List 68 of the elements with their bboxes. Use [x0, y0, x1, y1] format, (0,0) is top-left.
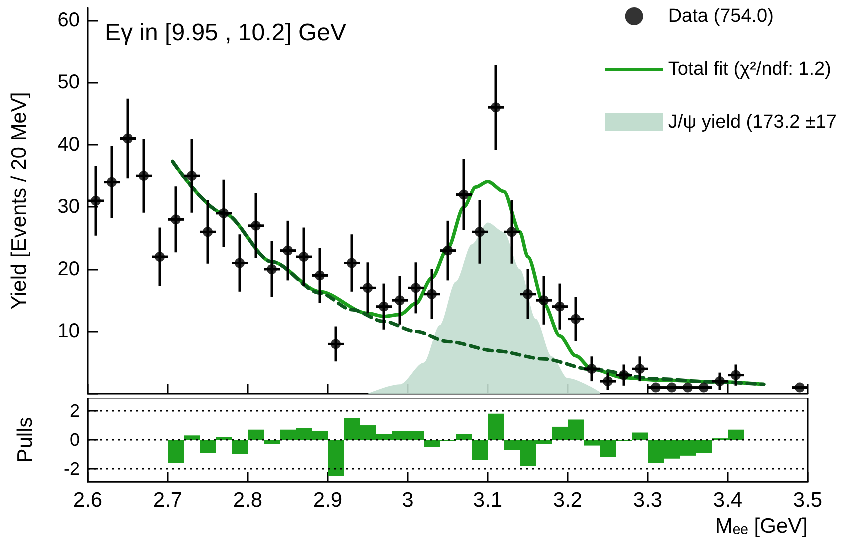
point	[283, 246, 293, 256]
x-tick-label: 3.3	[633, 489, 663, 512]
point	[155, 252, 165, 262]
point	[267, 264, 277, 274]
point	[187, 171, 197, 182]
y-tick-label: 2	[70, 401, 80, 422]
legend-label: J/ψ yield (173.2 ±17	[668, 112, 837, 133]
point	[443, 246, 453, 256]
point	[619, 370, 629, 380]
point	[699, 382, 709, 393]
point	[427, 289, 437, 300]
point	[347, 258, 357, 268]
point	[731, 370, 741, 380]
y-tick-label: 0	[70, 430, 80, 450]
point	[715, 376, 725, 387]
point	[459, 190, 469, 200]
x-tick-label: 2.9	[313, 489, 343, 512]
y-tick-label: 10	[58, 320, 80, 343]
y-tick-label: 60	[58, 9, 80, 32]
point	[491, 102, 501, 113]
point	[171, 214, 181, 225]
point	[203, 227, 213, 238]
point	[331, 339, 341, 350]
point	[91, 196, 101, 206]
y-tick-label: 30	[58, 196, 80, 218]
y-tick-label: 40	[58, 134, 80, 156]
point	[107, 177, 117, 188]
point	[635, 364, 645, 374]
x-tick-label: 2.7	[153, 489, 183, 512]
y-tick-label: 20	[58, 258, 80, 280]
point	[475, 227, 485, 238]
y-tick-label: -2	[64, 458, 80, 479]
point	[395, 296, 405, 306]
point	[795, 382, 805, 393]
x-tick-label: 2.8	[233, 489, 263, 512]
text: Eγ in [9.95 , 10.2] GeV	[105, 20, 346, 46]
point	[683, 382, 693, 393]
legend-label: Total fit (χ²/ndf: 1.2)	[668, 59, 832, 80]
point	[139, 171, 149, 182]
point	[363, 283, 373, 294]
y-axis-title: Yield [Events / 20 MeV]	[8, 92, 31, 310]
point	[555, 302, 565, 312]
point	[523, 289, 533, 300]
legend-label: Data (754.0)	[668, 6, 774, 27]
point	[667, 382, 677, 393]
point	[651, 382, 661, 393]
point	[379, 302, 389, 312]
y-tick-label: 50	[58, 72, 80, 94]
point	[219, 208, 229, 218]
x-tick-label: 2.6	[73, 489, 103, 512]
point	[251, 220, 261, 231]
x-axis-title: Mₑₑ [GeV]	[715, 515, 808, 538]
x-tick-label: 3.4	[713, 489, 743, 512]
point	[507, 227, 517, 238]
point	[315, 270, 325, 281]
x-tick-label: 3	[402, 489, 414, 512]
point	[123, 134, 133, 144]
point	[571, 314, 581, 324]
point	[411, 283, 421, 294]
point	[603, 376, 613, 387]
y-axis-title: Pulls	[14, 417, 37, 463]
point	[539, 296, 549, 306]
point	[235, 258, 245, 268]
point	[299, 252, 309, 262]
point	[587, 364, 597, 374]
x-tick-label: 3.5	[793, 489, 823, 512]
x-tick-label: 3.2	[553, 489, 583, 512]
x-tick-label: 3.1	[473, 489, 503, 512]
